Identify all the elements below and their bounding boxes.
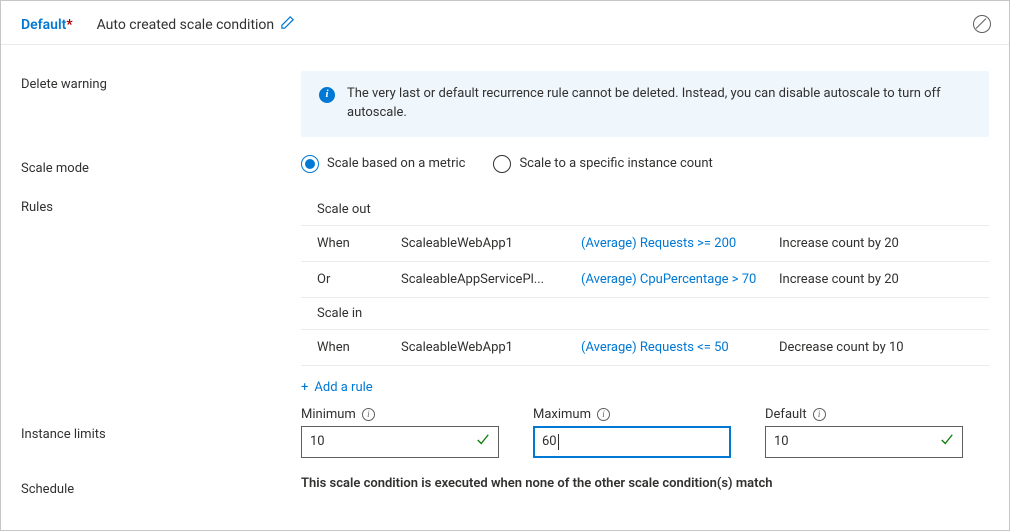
info-icon: i (319, 87, 335, 103)
delete-warning-row: Delete warning i The very last or defaul… (21, 71, 989, 137)
rule-op: When (317, 340, 401, 355)
info-icon[interactable]: i (362, 408, 375, 421)
scale-mode-count-radio[interactable]: Scale to a specific instance count (493, 155, 712, 173)
plus-icon: + (301, 380, 308, 395)
info-icon[interactable]: i (813, 408, 826, 421)
condition-title-text: Default (21, 17, 66, 33)
rule-resource: ScaleableWebApp1 (401, 236, 581, 251)
rule-row[interactable]: When ScaleableWebApp1 (Average) Requests… (301, 225, 989, 261)
scale-out-block: Scale out When ScaleableWebApp1 (Average… (301, 194, 989, 298)
delete-warning-label: Delete warning (21, 71, 301, 92)
rule-action: Increase count by 20 (779, 272, 979, 287)
default-input[interactable]: 10 (765, 426, 963, 458)
add-rule-label: Add a rule (314, 380, 372, 395)
rule-resource: ScaleableAppServicePl... (401, 272, 581, 287)
edit-name-icon[interactable] (280, 15, 295, 34)
scale-mode-metric-radio[interactable]: Scale based on a metric (301, 155, 465, 173)
schedule-text: This scale condition is executed when no… (301, 476, 773, 491)
default-label: Default (765, 407, 807, 422)
rules-row: Rules Scale out When ScaleableWebApp1 (A… (21, 194, 989, 399)
info-icon[interactable]: i (597, 408, 610, 421)
scale-mode-row: Scale mode Scale based on a metric Scale… (21, 155, 989, 176)
rule-action: Decrease count by 10 (779, 340, 979, 355)
checkmark-icon (476, 433, 490, 451)
rule-row[interactable]: Or ScaleableAppServicePl... (Average) Cp… (301, 261, 989, 298)
scale-mode-metric-label: Scale based on a metric (327, 156, 465, 171)
rule-op: Or (317, 272, 401, 287)
scale-mode-count-label: Scale to a specific instance count (519, 156, 712, 171)
rule-row[interactable]: When ScaleableWebApp1 (Average) Requests… (301, 329, 989, 366)
maximum-col: Maximum i 60 (533, 407, 731, 458)
rule-condition: (Average) Requests <= 50 (581, 340, 779, 355)
scale-in-block: Scale in When ScaleableWebApp1 (Average)… (301, 298, 989, 366)
instance-limits-row: Instance limits Minimum i 10 (21, 405, 989, 458)
instance-limits-label: Instance limits (21, 405, 301, 442)
rules-label: Rules (21, 194, 301, 215)
disable-icon[interactable] (973, 15, 991, 33)
maximum-label: Maximum (533, 407, 591, 422)
panel-body: Delete warning i The very last or defaul… (1, 45, 1009, 497)
rule-condition: (Average) Requests >= 200 (581, 236, 779, 251)
schedule-label: Schedule (21, 476, 301, 497)
scale-in-header: Scale in (301, 298, 989, 329)
condition-title[interactable]: Default* (21, 17, 73, 33)
default-value: 10 (774, 434, 789, 449)
add-rule-button[interactable]: + Add a rule (301, 380, 373, 395)
delete-warning-callout: i The very last or default recurrence ru… (301, 71, 989, 137)
radio-dot-icon (301, 155, 319, 173)
text-caret (558, 434, 559, 450)
modified-asterisk: * (66, 17, 72, 33)
maximum-input[interactable]: 60 (533, 426, 731, 458)
instance-limits-group: Minimum i 10 Maximum i (301, 407, 989, 458)
minimum-value: 10 (310, 434, 325, 449)
minimum-label: Minimum (301, 407, 356, 422)
minimum-input[interactable]: 10 (301, 426, 499, 458)
rule-action: Increase count by 20 (779, 236, 979, 251)
radio-dot-icon (493, 155, 511, 173)
checkmark-icon (940, 433, 954, 451)
scale-out-header: Scale out (301, 194, 989, 225)
rule-resource: ScaleableWebApp1 (401, 340, 581, 355)
schedule-row: Schedule This scale condition is execute… (21, 476, 989, 497)
scale-mode-radio-group: Scale based on a metric Scale to a speci… (301, 155, 989, 173)
delete-warning-text: The very last or default recurrence rule… (347, 85, 971, 123)
default-col: Default i 10 (765, 407, 963, 458)
panel-header: Default* Auto created scale condition (1, 1, 1009, 45)
rule-condition: (Average) CpuPercentage > 70 (581, 272, 779, 287)
scale-condition-panel: Default* Auto created scale condition De… (0, 0, 1010, 531)
rule-op: When (317, 236, 401, 251)
minimum-col: Minimum i 10 (301, 407, 499, 458)
scale-mode-label: Scale mode (21, 155, 301, 176)
maximum-value: 60 (542, 434, 557, 449)
condition-subtitle: Auto created scale condition (97, 17, 275, 33)
